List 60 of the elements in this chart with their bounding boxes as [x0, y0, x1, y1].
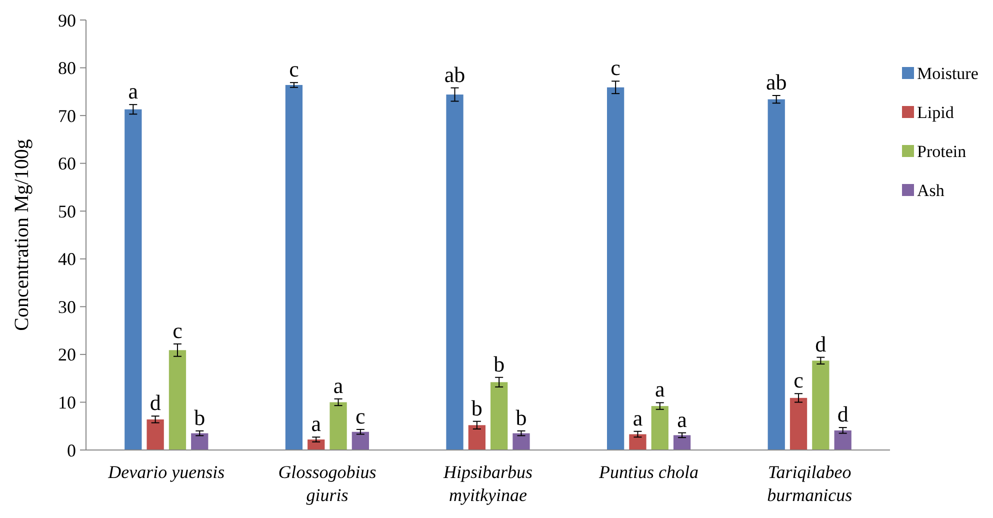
- y-tick-label: 80: [58, 58, 76, 78]
- bar: [512, 433, 530, 450]
- bar: [168, 350, 186, 450]
- y-axis-title: Concentration Mg/100g: [11, 139, 33, 331]
- bar: [651, 406, 668, 450]
- legend-label: Lipid: [917, 102, 954, 122]
- bar: [285, 84, 303, 450]
- bar: [629, 434, 646, 450]
- data-label: a: [128, 78, 138, 104]
- data-label: a: [311, 411, 322, 436]
- legend-label: Moisture: [917, 64, 978, 83]
- data-label: c: [289, 56, 300, 82]
- data-label: d: [150, 390, 161, 416]
- y-tick-label: 40: [58, 249, 76, 270]
- legend-label: Protein: [917, 142, 967, 161]
- data-label: a: [333, 372, 344, 398]
- bar: [468, 425, 486, 450]
- bar: [490, 382, 508, 450]
- data-label: c: [172, 318, 183, 343]
- data-label: d: [815, 331, 826, 356]
- x-tick-label: Devario yuensis: [107, 462, 225, 482]
- bar: [606, 87, 624, 450]
- data-label: a: [654, 376, 665, 402]
- bar: [790, 398, 808, 450]
- y-tick-label: 70: [58, 106, 76, 126]
- bar: [673, 435, 691, 450]
- x-tick-label: Glossogobius giuris: [278, 462, 376, 505]
- data-label: c: [356, 403, 366, 428]
- bar: [812, 360, 830, 450]
- data-label: d: [837, 402, 848, 427]
- data-label: ab: [766, 69, 787, 94]
- bar: [352, 432, 370, 450]
- y-tick-label: 60: [58, 154, 76, 174]
- data-label: c: [610, 55, 621, 80]
- data-label: a: [677, 406, 688, 432]
- bar: [191, 433, 208, 450]
- data-label: ab: [444, 62, 466, 87]
- y-tick-label: 30: [58, 296, 76, 317]
- data-label: a: [632, 405, 643, 430]
- x-tick-label: Hipsibarbus myitkyinae: [442, 462, 533, 505]
- bar: [446, 94, 464, 450]
- bar: [146, 419, 164, 450]
- bar: [330, 402, 347, 450]
- y-tick-label: 0: [67, 440, 76, 460]
- data-label: b: [471, 395, 482, 420]
- data-label: b: [494, 351, 505, 376]
- y-tick-label: 20: [58, 344, 76, 365]
- bar: [834, 430, 852, 450]
- bar: [124, 109, 142, 450]
- y-tick-label: 90: [58, 10, 76, 30]
- y-tick-label: 10: [58, 392, 76, 413]
- bar: [768, 99, 785, 450]
- y-tick-label: 50: [58, 201, 76, 222]
- data-label: b: [516, 404, 527, 430]
- x-tick-label: Puntius chola: [598, 462, 699, 482]
- x-tick-label: Tariqilabeo burmanicus: [767, 462, 852, 505]
- bar: [308, 439, 325, 450]
- data-label: c: [794, 368, 804, 393]
- data-label: b: [194, 404, 206, 430]
- legend-label: Ash: [917, 180, 945, 200]
